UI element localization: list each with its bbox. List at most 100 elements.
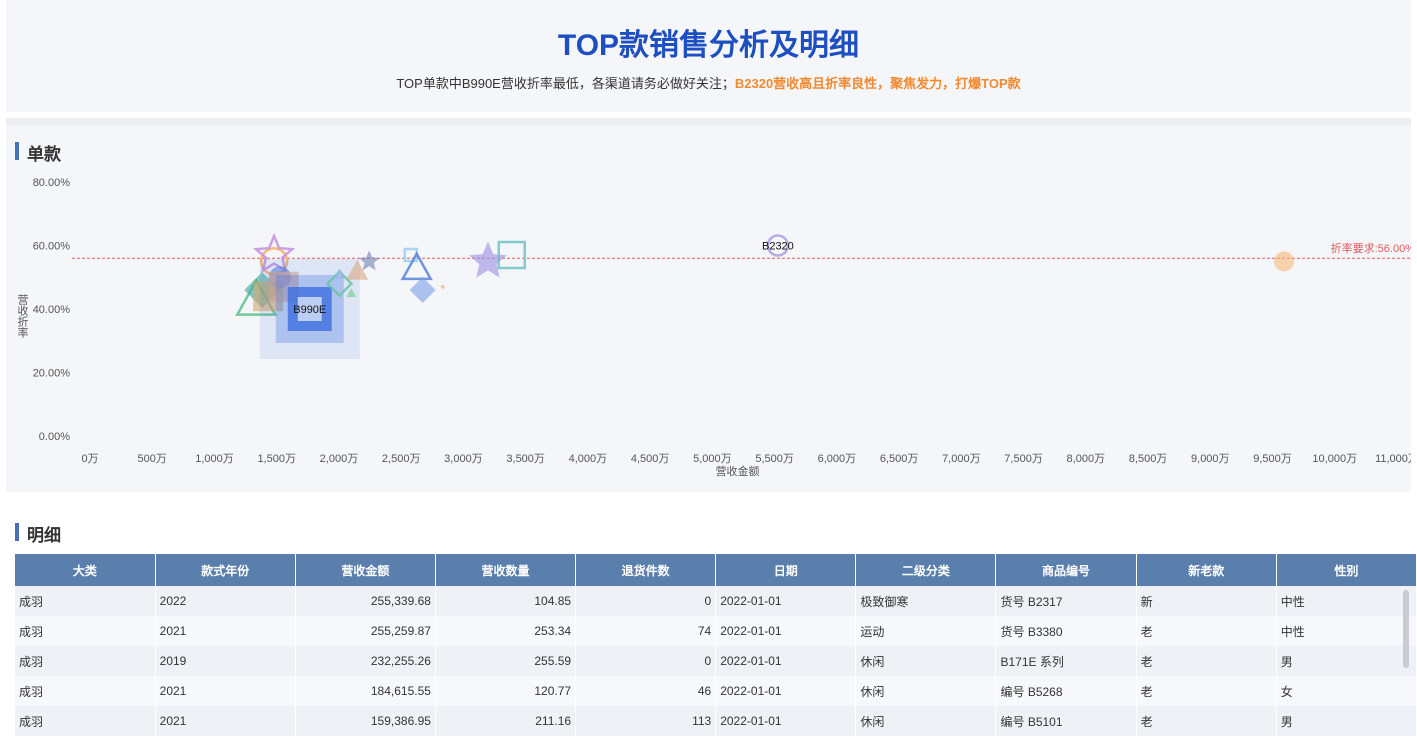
table-cell: 0 [575, 586, 717, 616]
scatter-point[interactable] [346, 259, 369, 280]
table-cell: 2022-01-01 [715, 586, 857, 616]
column-header[interactable]: 退货件数 [575, 554, 717, 586]
column-header[interactable]: 日期 [715, 554, 857, 586]
table-cell: 253.34 [435, 616, 577, 646]
point-label: B2320 [762, 241, 794, 253]
column-header[interactable]: 二级分类 [855, 554, 997, 586]
scatter-chart[interactable]: 0.00% 20.00% 40.00% 60.00% 80.00% 0万 500万 1,000… [6, 126, 1411, 492]
table-cell: 新 [1136, 586, 1277, 616]
table-row[interactable]: 成羽 2019 232,255.26 255.59 0 2022-01-01 休闲 B171E… [15, 646, 1417, 676]
table-cell: 极致御寒 [855, 586, 997, 616]
detail-table: 大类 款式年份 营收金额 营收数量 退货件数 日期 二级分类 商品编号 新老款 性别 成羽 2022… [15, 554, 1417, 736]
x-tick-label: 9,500万 [1253, 453, 1292, 465]
y-tick-label: 0.00% [39, 431, 70, 443]
x-tick-label: 8,500万 [1129, 453, 1168, 465]
scatter-point[interactable] [358, 250, 380, 271]
x-tick-label: 9,000万 [1191, 453, 1230, 465]
table-cell: 老 [1136, 646, 1277, 676]
table-row[interactable]: 成羽 2022 255,339.68 104.85 0 2022-01-01 极致御寒 货号 … [15, 586, 1417, 616]
table-cell: 中性 [1276, 586, 1417, 616]
x-tick-label: 7,500万 [1004, 453, 1043, 465]
scatter-point[interactable] [469, 241, 507, 278]
table-cell: 成羽 [15, 646, 156, 676]
table-cell: 运动 [855, 616, 997, 646]
table-cell: 编号 B5101 [995, 706, 1137, 736]
table-cell: 2022-01-01 [715, 616, 857, 646]
chart-panel: 单款 0.00% 20.00% 40.00% 60.00% 80.00% 0万 500万 1,… [6, 126, 1411, 492]
table-row[interactable]: 成羽 2021 159,386.95 211.16 113 2022-01-01 休闲 编号 … [15, 706, 1417, 736]
x-tick-label: 500万 [138, 453, 167, 465]
table-cell: 编号 B5268 [995, 676, 1137, 706]
table-cell: 成羽 [15, 706, 156, 736]
scatter-point[interactable] [400, 251, 433, 281]
table-cell: 46 [575, 676, 717, 706]
x-tick-label: 3,500万 [506, 453, 545, 465]
y-tick-label: 20.00% [33, 368, 71, 380]
detail-section-title: 明细 [15, 521, 61, 546]
x-tick-label: 7,000万 [942, 453, 981, 465]
table-header-row: 大类 款式年份 营收金额 营收数量 退货件数 日期 二级分类 商品编号 新老款 性别 [15, 554, 1417, 586]
subtitle-highlight: B2320营收高且折率良性，聚焦发力，打爆TOP款 [734, 76, 1021, 91]
table-scrollbar[interactable] [1403, 590, 1409, 668]
table-cell: 2022-01-01 [715, 706, 857, 736]
table-cell: 2019 [155, 646, 296, 676]
table-cell: 255.59 [435, 646, 577, 676]
detail-panel: 明细 大类 款式年份 营收金额 营收数量 退货件数 日期 二级分类 商品编号 新老款 性别 成羽 2… [6, 505, 1417, 750]
table-cell: 184,615.55 [295, 676, 436, 706]
scatter-point[interactable] [409, 276, 436, 303]
scatter-point[interactable] [252, 232, 296, 274]
x-tick-label: 10,000万 [1312, 453, 1357, 465]
scatter-point[interactable] [1274, 251, 1295, 272]
table-cell: 老 [1136, 616, 1277, 646]
table-cell: 74 [575, 616, 717, 646]
table-cell: 113 [575, 706, 717, 736]
reference-line-label: 折率要求:56.00% [1331, 241, 1411, 255]
table-cell: 232,255.26 [295, 646, 436, 676]
scatter-point[interactable] [766, 234, 790, 257]
page-title: TOP款销售分析及明细 [557, 29, 860, 62]
table-cell: 老 [1136, 676, 1277, 706]
y-tick-label: 40.00% [33, 304, 71, 316]
table-cell: 成羽 [15, 676, 156, 706]
table-cell: 255,339.68 [295, 586, 436, 616]
table-row[interactable]: 成羽 2021 255,259.87 253.34 74 2022-01-01 运动 货号 B… [15, 616, 1417, 646]
y-tick-label: 80.00% [33, 177, 71, 189]
table-cell: B171E 系列 [995, 646, 1137, 676]
table-cell: 2021 [155, 706, 296, 736]
column-header[interactable]: 款式年份 [155, 554, 296, 586]
scatter-point[interactable] [497, 240, 526, 270]
table-cell: 女 [1276, 676, 1417, 706]
x-tick-label: 6,000万 [818, 453, 857, 465]
table-cell: 2022 [155, 586, 296, 616]
table-cell: 中性 [1276, 616, 1417, 646]
table-cell: 0 [575, 646, 717, 676]
column-header[interactable]: 性别 [1276, 554, 1417, 586]
column-header[interactable]: 大类 [15, 554, 156, 586]
table-cell: 男 [1276, 706, 1417, 736]
x-axis-label: 营收金额 [716, 464, 760, 478]
table-cell: 男 [1276, 646, 1417, 676]
table-cell: 货号 B2317 [995, 586, 1137, 616]
x-tick-label: 6,500万 [880, 453, 919, 465]
x-tick-label: 5,000万 [693, 453, 732, 465]
y-axis-label: 营收折率 [16, 293, 29, 339]
column-header[interactable]: 商品编号 [995, 554, 1137, 586]
table-cell: 255,259.87 [295, 616, 436, 646]
chart-section-title: 单款 [15, 140, 61, 165]
table-cell: 休闲 [855, 646, 997, 676]
x-tick-label: 1,000万 [195, 453, 234, 465]
scatter-point-core [297, 297, 322, 321]
column-header[interactable]: 营收数量 [435, 554, 577, 586]
table-cell: 211.16 [435, 706, 577, 736]
point-label: B990E [293, 304, 326, 316]
x-tick-label: 2,000万 [320, 453, 359, 465]
table-cell: 休闲 [855, 706, 997, 736]
column-header[interactable]: 营收金额 [295, 554, 436, 586]
scatter-point[interactable] [440, 284, 445, 289]
table-cell: 159,386.95 [295, 706, 436, 736]
scatter-point[interactable] [346, 288, 357, 298]
column-header[interactable]: 新老款 [1136, 554, 1277, 586]
table-row[interactable]: 成羽 2021 184,615.55 120.77 46 2022-01-01 休闲 编号 B… [15, 676, 1417, 706]
subtitle-plain: TOP单款中B990E营收折率最低，各渠道请务必做好关注； [396, 76, 735, 91]
scatter-point[interactable] [333, 268, 346, 279]
